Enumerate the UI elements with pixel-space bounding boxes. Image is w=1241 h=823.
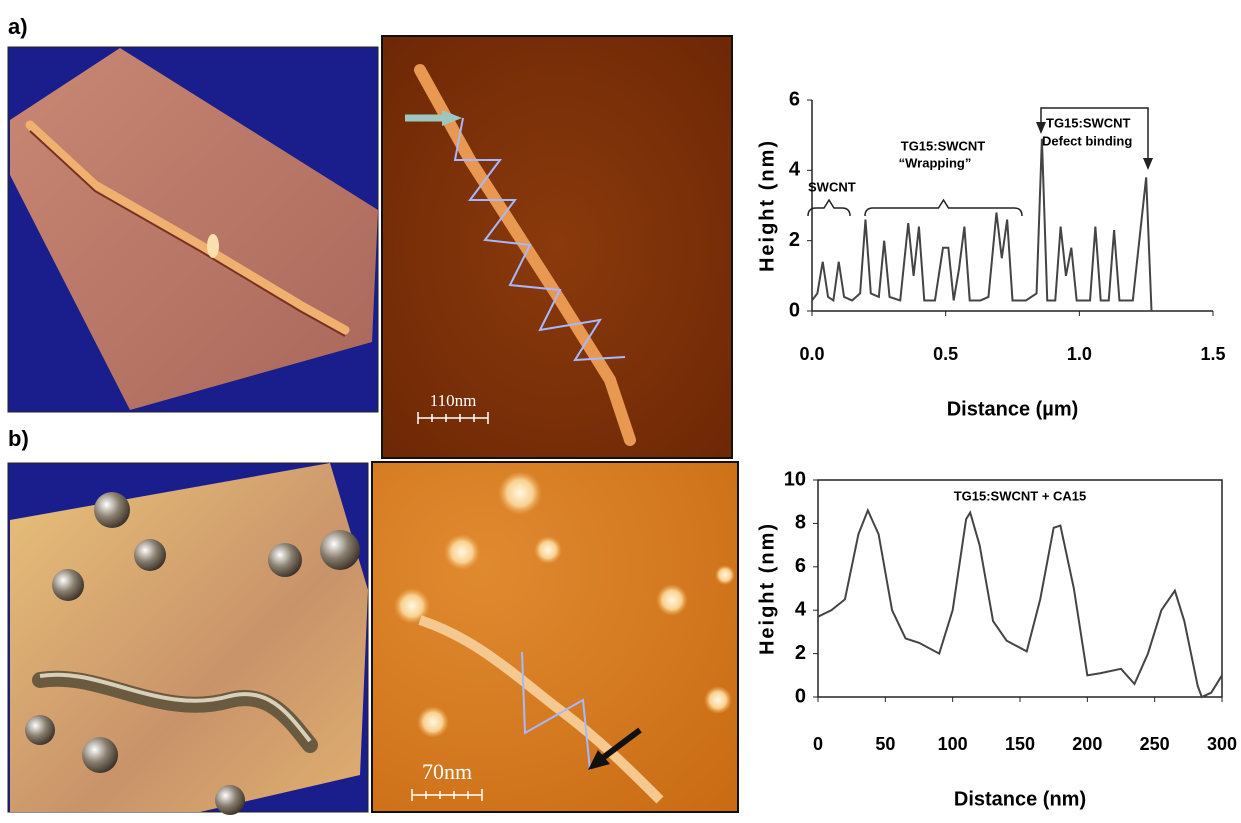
x-tick-label: 200 <box>1072 734 1102 754</box>
x-tick-label: 1.0 <box>1067 344 1092 364</box>
y-axis-label: Height (nm) <box>756 522 778 655</box>
x-axis-label: Distance (µm) <box>947 398 1079 420</box>
afm-2d-image: 70nm <box>372 462 738 812</box>
figure: a) b) 110nm 70nm <box>0 0 1241 818</box>
x-tick-label: 150 <box>1005 734 1035 754</box>
y-tick-label: 6 <box>789 88 800 110</box>
data-line <box>818 510 1222 697</box>
page: a) b) 110nm 70nm <box>0 0 1241 823</box>
x-tick-label: 0 <box>813 734 823 754</box>
data-line <box>812 139 1152 311</box>
y-tick-label: 2 <box>795 642 806 664</box>
y-tick-label: 4 <box>795 598 807 620</box>
x-tick-label: 0.0 <box>799 344 824 364</box>
x-axis-label: Distance (nm) <box>954 788 1086 810</box>
annotation: TG15:SWCNT + CA15 <box>954 488 1087 503</box>
brace <box>865 200 1022 216</box>
y-tick-label: 2 <box>789 229 800 251</box>
y-tick-label: 0 <box>795 685 806 707</box>
arrowhead <box>1143 158 1153 170</box>
x-tick-label: 1.5 <box>1200 344 1225 364</box>
afm-3d-image <box>8 47 378 412</box>
x-tick-label: 50 <box>875 734 895 754</box>
y-tick-label: 0 <box>789 299 800 321</box>
x-tick-label: 100 <box>938 734 968 754</box>
y-tick-label: 6 <box>795 555 806 577</box>
panel-label: a) <box>8 14 28 39</box>
y-tick-label: 4 <box>789 159 801 181</box>
afm-2d-image: 110nm <box>382 36 732 458</box>
annotation: Defect binding <box>1042 133 1132 148</box>
scale-bar-label: 70nm <box>422 759 472 784</box>
annotation: “Wrapping” <box>899 155 972 170</box>
plot-frame <box>818 480 1222 697</box>
annotation: SWCNT <box>808 179 856 194</box>
arrowhead <box>1036 122 1046 134</box>
annotation: TG15:SWCNT <box>901 138 986 153</box>
afm-3d-image <box>8 463 368 815</box>
x-tick-label: 0.5 <box>933 344 958 364</box>
panel-label: b) <box>8 426 29 451</box>
scale-bar-label: 110nm <box>430 391 477 410</box>
y-axis-label: Height (nm) <box>756 139 778 272</box>
x-tick-label: 250 <box>1140 734 1170 754</box>
y-tick-label: 10 <box>784 468 806 490</box>
brace <box>808 200 850 216</box>
y-tick-label: 8 <box>795 512 806 534</box>
annotation: TG15:SWCNT <box>1046 115 1131 130</box>
x-tick-label: 300 <box>1207 734 1237 754</box>
